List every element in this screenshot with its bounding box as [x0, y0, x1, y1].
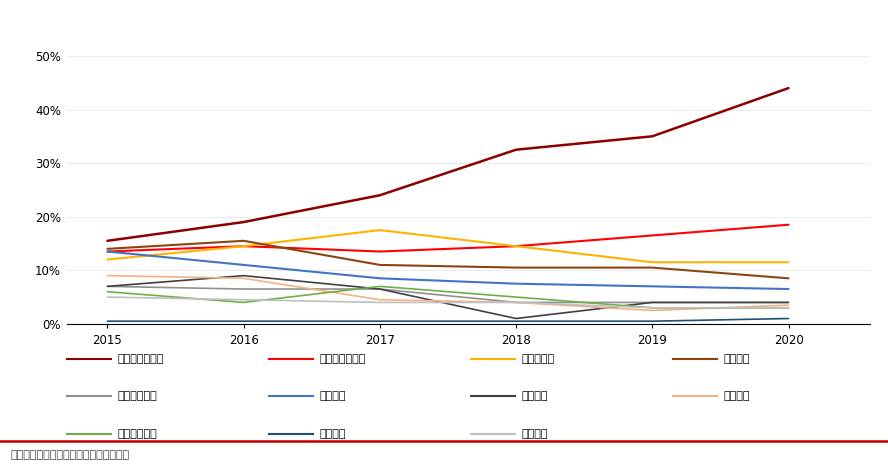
Text: 生物技术和制药: 生物技术和制药 — [117, 354, 164, 364]
Text: 图表16：2015-2020 年医疗健康各细分赛道投资数量分布: 图表16：2015-2020 年医疗健康各细分赛道投资数量分布 — [11, 20, 302, 34]
Text: 健康保健: 健康保健 — [320, 391, 346, 401]
Text: 医疗信息化: 医疗信息化 — [521, 354, 555, 364]
Text: 医疗机构: 医疗机构 — [320, 429, 346, 439]
Text: 资料来源：市场公开信息，华兴资本整理: 资料来源：市场公开信息，华兴资本整理 — [11, 450, 130, 460]
Text: 医药电商: 医药电商 — [521, 391, 548, 401]
Text: 医生服务: 医生服务 — [521, 429, 548, 439]
Text: 医疗综合服务: 医疗综合服务 — [117, 391, 157, 401]
Text: 专科服务: 专科服务 — [724, 354, 750, 364]
Text: 其他医疗服务: 其他医疗服务 — [117, 429, 157, 439]
Text: 寻医诊疗: 寻医诊疗 — [724, 391, 750, 401]
Text: 医疗器械及硬件: 医疗器械及硬件 — [320, 354, 366, 364]
